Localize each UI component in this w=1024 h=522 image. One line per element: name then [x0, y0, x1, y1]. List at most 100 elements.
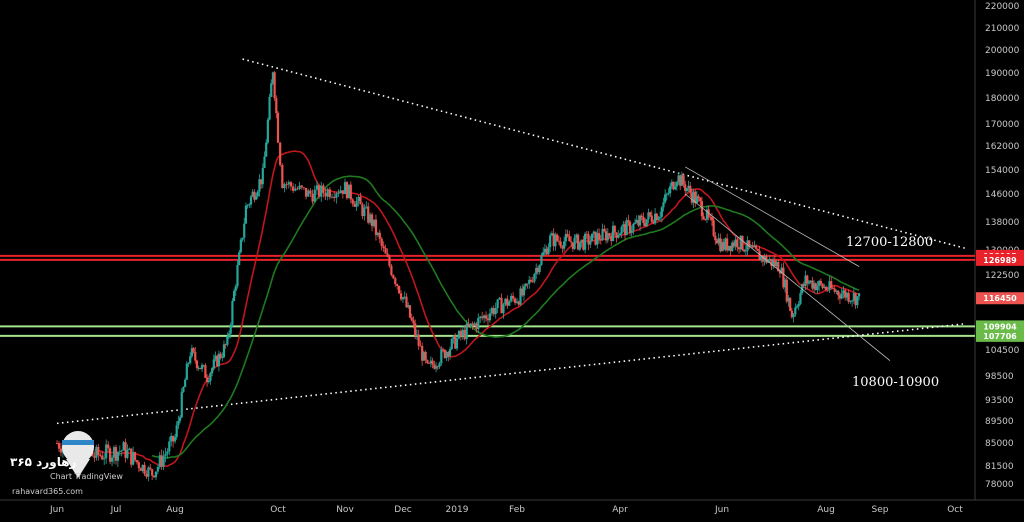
candle-body: [665, 193, 668, 195]
candle-body: [504, 298, 507, 305]
candle-body: [802, 284, 805, 286]
y-tick-label: 146000: [985, 190, 1020, 200]
y-tick-label: 93500: [985, 396, 1014, 406]
candle-body: [799, 293, 802, 304]
candle-body: [512, 295, 515, 299]
candle-body: [317, 185, 321, 197]
candle-body: [751, 245, 754, 248]
candle-body: [844, 290, 847, 298]
watermark-subtext: Chart TradingView: [50, 472, 123, 481]
candle-body: [114, 447, 118, 461]
candle-body: [824, 286, 828, 290]
candle-body: [494, 308, 497, 315]
candle-body: [248, 204, 251, 206]
candle-body: [216, 355, 219, 367]
candle-body: [627, 220, 630, 222]
candle-body: [845, 292, 849, 298]
candle-body: [217, 353, 221, 367]
candle-body: [103, 458, 106, 460]
candle-body: [239, 239, 242, 253]
balloon-tail-icon: [66, 459, 90, 478]
candle-body: [692, 191, 695, 203]
candle-body: [513, 298, 517, 303]
candle-body: [187, 363, 190, 364]
candle-body: [667, 193, 670, 195]
candle-body: [760, 255, 763, 261]
candle-body: [126, 449, 129, 458]
candle-body: [300, 185, 303, 188]
candle-body: [741, 235, 744, 250]
candle-body: [754, 245, 758, 249]
candle-body: [265, 142, 268, 157]
candle-body: [231, 300, 234, 325]
balloon-stripe-icon: [62, 440, 94, 445]
candle-body: [109, 448, 112, 462]
candle-body: [399, 293, 403, 300]
candle-body: [279, 142, 282, 166]
candle-body: [266, 119, 269, 143]
candle-body: [112, 447, 116, 458]
candle-body: [809, 280, 812, 282]
y-tick-label: 210000: [985, 24, 1020, 34]
balloon-logo-icon: [62, 431, 94, 463]
x-tick-label: Aug: [166, 505, 184, 515]
candle-body: [390, 265, 393, 276]
candle-body: [229, 324, 232, 334]
candle-body: [139, 468, 142, 471]
y-tick-label: 78000: [985, 480, 1014, 490]
candle-body: [484, 315, 488, 319]
candle-body: [608, 233, 611, 236]
candle-body: [199, 367, 202, 370]
candle-body: [792, 314, 795, 318]
candle-body: [830, 281, 833, 289]
candle-body: [132, 452, 135, 465]
candle-body: [374, 219, 378, 236]
candle-body: [583, 233, 587, 250]
candle-body: [256, 191, 259, 197]
candle-body: [724, 238, 727, 250]
candle-body: [349, 184, 352, 200]
x-tick-label: Dec: [394, 505, 411, 515]
candle-body: [475, 323, 478, 330]
candle-body: [289, 182, 293, 187]
candle-body: [833, 288, 836, 292]
candle-body: [811, 280, 814, 289]
candle-body: [625, 220, 628, 236]
candle-body: [775, 261, 778, 267]
candle-body: [232, 290, 236, 301]
candle-body: [175, 425, 178, 438]
y-tick-label: 104500: [985, 346, 1020, 356]
candle-body: [270, 83, 273, 97]
candle-body: [587, 234, 590, 245]
candle-body: [617, 235, 620, 238]
candle-body: [578, 242, 581, 250]
level-tag: [976, 320, 1024, 333]
candle-body: [433, 364, 436, 369]
candle-body: [714, 235, 717, 241]
candle-body: [59, 448, 63, 453]
candle-body: [589, 241, 592, 245]
candle-body: [370, 214, 374, 227]
candle-body: [700, 201, 704, 217]
candle-body: [91, 451, 94, 457]
candle-body: [283, 184, 286, 188]
candle-body: [502, 304, 505, 314]
candle-body: [857, 293, 861, 297]
candle-body: [285, 184, 288, 186]
candle-body: [302, 187, 306, 189]
candle-body: [847, 292, 850, 302]
candle-body: [226, 335, 229, 345]
candle-body: [838, 295, 842, 299]
candle-body: [55, 443, 59, 444]
time-axis[interactable]: Jun Jul Aug Oct Nov Dec 2019 Feb Apr Jun Aug Sep Oct: [49, 505, 963, 515]
moving-averages: [94, 150, 860, 468]
candle-body: [694, 191, 697, 204]
x-tick-label: Nov: [336, 505, 354, 515]
candle-body: [731, 242, 734, 251]
candle-body: [540, 255, 543, 265]
watermark: رهاورد ۳۶۵ Chart TradingView rahavard365…: [10, 431, 123, 496]
candle-body: [477, 317, 480, 330]
candle-body: [324, 192, 327, 197]
